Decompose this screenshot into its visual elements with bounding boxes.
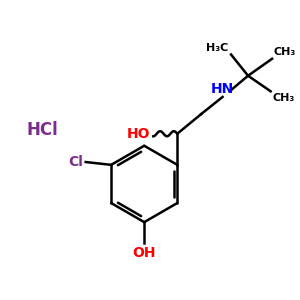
Text: HN: HN bbox=[211, 82, 234, 96]
Text: Cl: Cl bbox=[68, 155, 83, 169]
Text: OH: OH bbox=[133, 246, 156, 260]
Text: CH₃: CH₃ bbox=[274, 47, 296, 57]
Text: CH₃: CH₃ bbox=[272, 93, 294, 103]
Text: H₃C: H₃C bbox=[206, 43, 228, 53]
Text: HCl: HCl bbox=[26, 121, 58, 139]
Text: HO: HO bbox=[127, 127, 150, 141]
